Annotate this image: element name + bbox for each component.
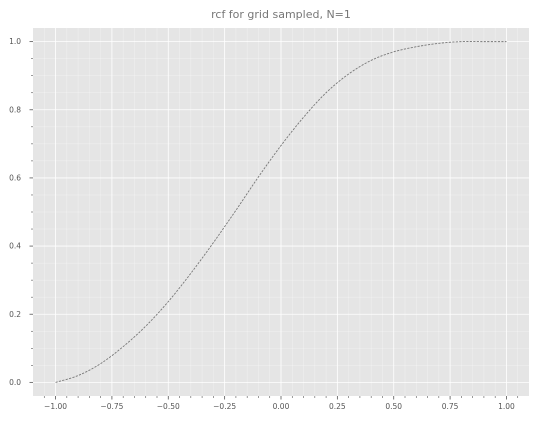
x-tick-label: 0.50 bbox=[385, 402, 402, 411]
y-tick-label: 0.0 bbox=[9, 378, 21, 387]
x-tick-label: −0.25 bbox=[213, 402, 236, 411]
x-tick-label: 0.25 bbox=[329, 402, 346, 411]
series-layer bbox=[55, 41, 507, 383]
y-tick-label: 0.4 bbox=[9, 242, 21, 251]
major-gridlines bbox=[33, 28, 529, 396]
x-tick-label: −1.00 bbox=[44, 402, 67, 411]
chart-title: rcf for grid sampled, N=1 bbox=[211, 8, 351, 21]
y-tick-label: 0.8 bbox=[9, 105, 21, 114]
y-axis: 0.0 0.2 0.4 0.6 0.8 1.0 bbox=[9, 37, 33, 387]
x-tick-label: −0.50 bbox=[157, 402, 180, 411]
x-axis: −1.00 −0.75 −0.50 −0.25 0.00 0.25 0.50 0.75 1.00 bbox=[43, 396, 519, 411]
x-tick-label: 1.00 bbox=[498, 402, 515, 411]
x-tick-label: −0.75 bbox=[100, 402, 123, 411]
y-tick-label: 1.0 bbox=[9, 37, 21, 46]
series-line bbox=[55, 41, 507, 383]
y-tick-label: 0.2 bbox=[9, 310, 21, 319]
y-tick-label: 0.6 bbox=[9, 174, 21, 183]
x-tick-label: 0.75 bbox=[442, 402, 459, 411]
x-tick-label: 0.00 bbox=[273, 402, 290, 411]
